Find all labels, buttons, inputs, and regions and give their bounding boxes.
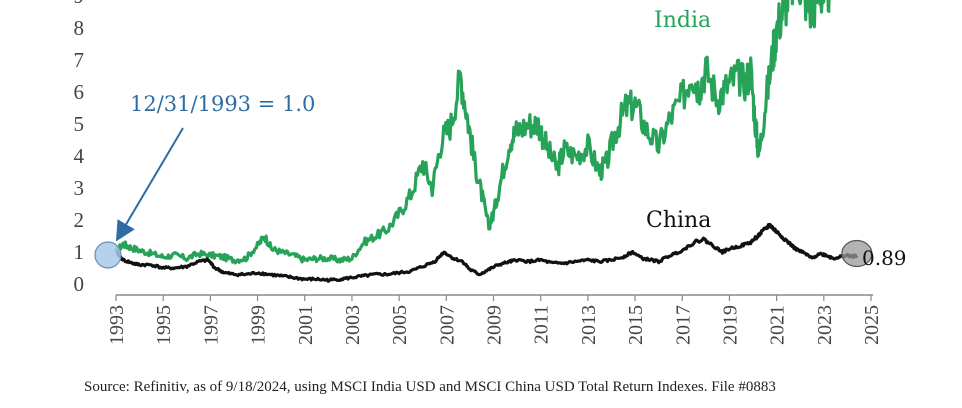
- y-tick-label: 1: [74, 240, 85, 264]
- x-tick-label: 1997: [200, 305, 222, 345]
- x-tick-label: 2023: [814, 305, 836, 345]
- india-series-label: India: [654, 8, 711, 33]
- y-tick-label: 7: [74, 48, 85, 72]
- y-tick-label: 3: [74, 176, 85, 200]
- india-series-line: [114, 0, 831, 265]
- end-value-label: 0.89: [862, 246, 907, 270]
- x-axis-ticks: 1993 1995 1997 1999 2001 2003 2005 2007 2009 2011…: [106, 295, 883, 345]
- x-tick-label: 2007: [436, 305, 458, 345]
- x-tick-label: 2017: [672, 305, 694, 345]
- start-point-marker: [94, 241, 122, 269]
- x-tick-label: 2019: [719, 305, 741, 345]
- annotation-arrow: [115, 127, 184, 242]
- x-tick-label: 2003: [342, 305, 364, 345]
- x-tick-label: 1995: [153, 305, 175, 345]
- x-tick-label: 1993: [106, 305, 128, 345]
- y-tick-label: 0: [74, 272, 85, 296]
- y-axis-ticks: 0 1 2 3 4 5 6 7 8 9: [74, 0, 85, 296]
- x-tick-label: 2011: [531, 305, 553, 344]
- y-tick-label: 2: [74, 208, 85, 232]
- end-point-marker: [841, 239, 873, 268]
- source-note: Source: Refinitiv, as of 9/18/2024, usin…: [84, 379, 776, 395]
- y-tick-label: 9: [74, 0, 85, 8]
- start-annotation: 12/31/1993 = 1.0: [130, 92, 315, 116]
- china-series-line: [115, 222, 859, 283]
- x-tick-label: 2021: [767, 305, 789, 345]
- y-tick-label: 8: [74, 16, 85, 40]
- x-tick-label: 2015: [625, 305, 647, 345]
- y-tick-label: 5: [74, 112, 85, 136]
- x-tick-label: 2005: [389, 305, 411, 345]
- x-tick-label: 2013: [578, 305, 600, 345]
- china-series-label: China: [646, 208, 711, 233]
- x-tick-label: 2009: [484, 305, 506, 345]
- x-tick-label: 2025: [861, 305, 883, 345]
- y-tick-label: 4: [74, 144, 85, 168]
- y-tick-label: 6: [74, 80, 85, 104]
- x-tick-label: 1999: [248, 305, 270, 345]
- x-tick-label: 2001: [295, 305, 317, 345]
